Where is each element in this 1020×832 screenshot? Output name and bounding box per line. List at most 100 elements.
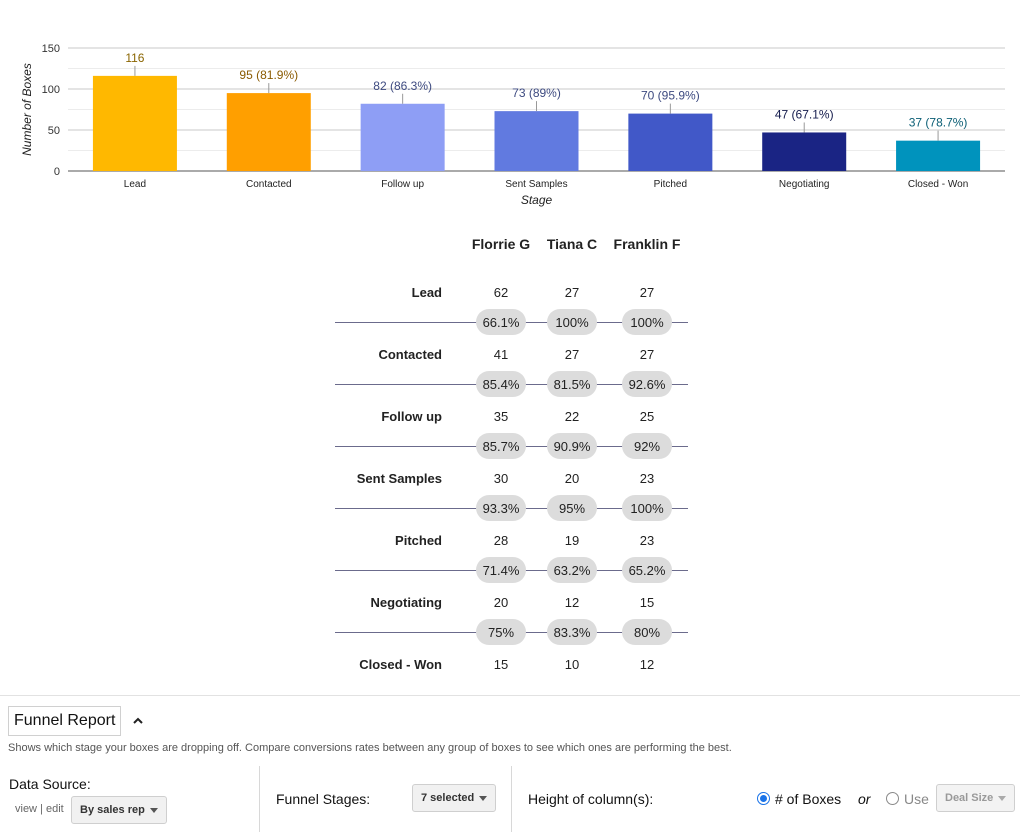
data-source-value: By sales rep: [80, 804, 145, 816]
caret-down-icon: [479, 795, 488, 801]
conversion-rate-pill: 92%: [622, 433, 672, 459]
bar: [494, 111, 579, 171]
stage-label: Lead: [411, 285, 442, 300]
stage-count-cell: 28: [493, 533, 509, 548]
stage-row: Contacted 41 27 27: [0, 347, 1020, 367]
conversion-rate-pill: 75%: [476, 619, 526, 645]
use-metric-value: Deal Size: [945, 792, 994, 804]
stage-count-cell: 27: [564, 347, 580, 362]
stage-count-cell: 22: [564, 409, 580, 424]
stage-count-cell: 27: [639, 285, 655, 300]
x-tick-label: Closed - Won: [908, 179, 968, 190]
conversion-row: 71.4% 63.2% 65.2%: [335, 557, 688, 583]
rep-column-header: Tiana C: [546, 236, 598, 252]
stage-row: Closed - Won 15 10 12: [0, 657, 1020, 677]
chevron-up-icon[interactable]: [131, 714, 145, 728]
conversion-rate-pill: 100%: [622, 495, 672, 521]
funnel-chart-svg: 0 50 100 150 Number of Boxes 116 Lead 95 (81.9%…: [20, 43, 1005, 207]
x-tick-label: Pitched: [654, 179, 687, 190]
data-label: 70 (95.9%): [641, 89, 700, 103]
data-label: 82 (86.3%): [373, 79, 432, 93]
stage-label: Sent Samples: [356, 471, 442, 486]
caret-down-icon: [998, 795, 1007, 801]
stage-count-cell: 12: [564, 595, 580, 610]
conversion-rate-pill: 85.7%: [476, 433, 526, 459]
stage-row: Follow up 35 22 25: [0, 409, 1020, 429]
stage-label: Contacted: [378, 347, 442, 362]
y-tick-label: 150: [42, 43, 60, 55]
rep-column-header: Florrie G: [471, 236, 531, 252]
divider: [259, 766, 260, 832]
funnel-stages-label: Funnel Stages:: [276, 791, 371, 807]
funnel-stages-value: 7 selected: [421, 792, 475, 804]
stage-row: Lead 62 27 27: [0, 285, 1020, 305]
bar: [762, 132, 847, 171]
conversion-row: 66.1% 100% 100%: [335, 309, 688, 335]
stage-count-cell: 15: [493, 657, 509, 672]
x-tick-label: Contacted: [246, 179, 292, 190]
x-axis-title: Stage: [521, 193, 553, 207]
x-tick-label: Negotiating: [779, 179, 830, 190]
stage-count-cell: 41: [493, 347, 509, 362]
data-label: 73 (89%): [512, 86, 561, 100]
funnel-chart: 0 50 100 150 Number of Boxes 116 Lead 95 (81.9%…: [0, 0, 1020, 215]
y-tick-label: 100: [42, 84, 60, 96]
conversion-rate-pill: 90.9%: [547, 433, 597, 459]
conversion-rate-pill: 92.6%: [622, 371, 672, 397]
conversion-row: 85.7% 90.9% 92%: [335, 433, 688, 459]
stage-count-cell: 35: [493, 409, 509, 424]
boxes-radio[interactable]: [757, 792, 770, 805]
use-option-label[interactable]: Use: [904, 791, 929, 807]
stage-count-cell: 23: [639, 533, 655, 548]
divider: [511, 766, 512, 832]
stage-row: Negotiating 20 12 15: [0, 595, 1020, 615]
stage-label: Pitched: [395, 533, 442, 548]
use-metric-dropdown[interactable]: Deal Size: [936, 784, 1016, 812]
stage-count-cell: 19: [564, 533, 580, 548]
caret-down-icon: [149, 807, 158, 813]
conversion-row: 85.4% 81.5% 92.6%: [335, 371, 688, 397]
stage-count-cell: 27: [639, 347, 655, 362]
conversion-rate-pill: 80%: [622, 619, 672, 645]
x-tick-label: Lead: [124, 179, 146, 190]
bar: [360, 103, 445, 171]
bar: [628, 113, 713, 171]
conversion-rate-pill: 93.3%: [476, 495, 526, 521]
conversion-row: 75% 83.3% 80%: [335, 619, 688, 645]
stage-count-cell: 12: [639, 657, 655, 672]
bar: [92, 75, 177, 171]
y-tick-label: 50: [48, 125, 60, 137]
stage-label: Negotiating: [370, 595, 443, 610]
stage-count-cell: 25: [639, 409, 655, 424]
stage-count-cell: 62: [493, 285, 509, 300]
link-separator: |: [40, 803, 43, 815]
x-tick-label: Sent Samples: [505, 179, 567, 190]
edit-link[interactable]: edit: [46, 803, 64, 815]
data-label: 37 (78.7%): [909, 116, 968, 130]
stage-row: Sent Samples 30 20 23: [0, 471, 1020, 491]
bar: [896, 140, 981, 171]
use-radio[interactable]: [886, 792, 899, 805]
column-height-label: Height of column(s):: [528, 791, 654, 807]
conversion-rate-pill: 85.4%: [476, 371, 526, 397]
stage-breakdown-table: Florrie G Tiana C Franklin F Lead 62 27 27 66.1…: [0, 215, 1020, 685]
stage-count-cell: 10: [564, 657, 580, 672]
stage-count-cell: 20: [493, 595, 509, 610]
stage-count-cell: 20: [564, 471, 580, 486]
report-description: Shows which stage your boxes are droppin…: [8, 742, 732, 754]
x-tick-label: Follow up: [381, 179, 424, 190]
stage-count-cell: 15: [639, 595, 655, 610]
funnel-stages-dropdown[interactable]: 7 selected: [412, 784, 497, 812]
stage-count-cell: 23: [639, 471, 655, 486]
conversion-rate-pill: 100%: [547, 309, 597, 335]
stage-count-cell: 27: [564, 285, 580, 300]
report-panel: Funnel Report Shows which stage your box…: [0, 695, 1020, 832]
boxes-option-label[interactable]: # of Boxes: [775, 791, 842, 807]
conversion-row: 93.3% 95% 100%: [335, 495, 688, 521]
conversion-rate-pill: 71.4%: [476, 557, 526, 583]
report-title-input[interactable]: Funnel Report: [8, 706, 122, 736]
conversion-rate-pill: 63.2%: [547, 557, 597, 583]
view-link[interactable]: view: [15, 803, 38, 815]
data-source-label: Data Source:: [9, 776, 91, 792]
data-source-dropdown[interactable]: By sales rep: [71, 796, 167, 824]
